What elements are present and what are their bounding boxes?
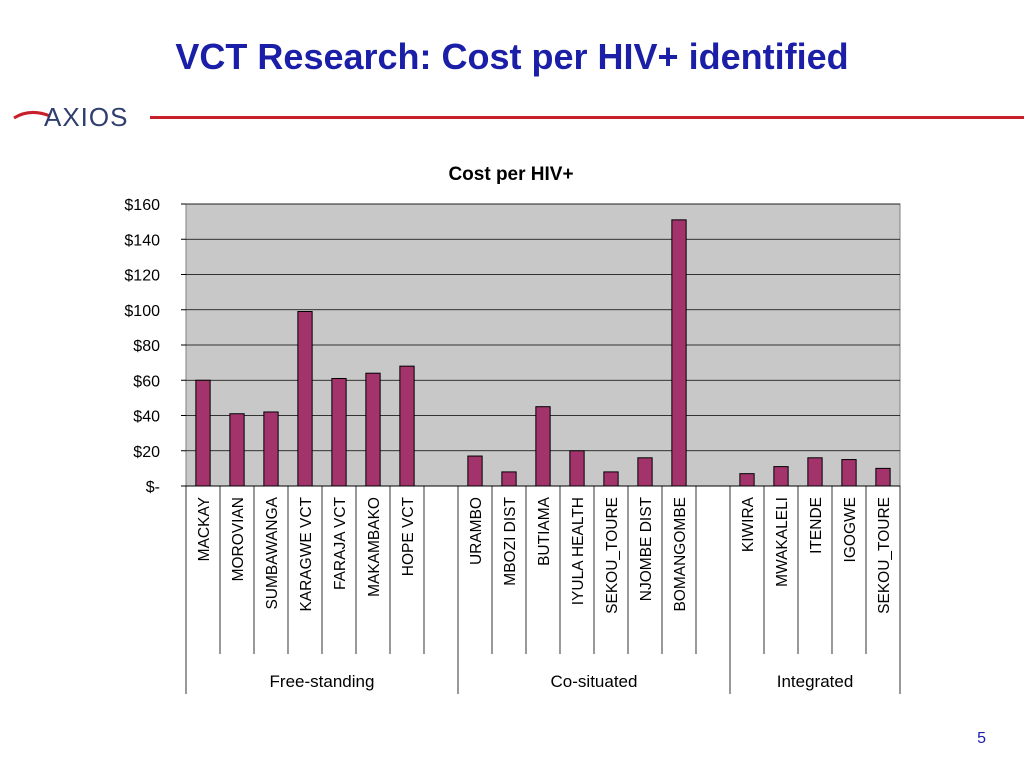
x-tick-label: BUTIAMA	[536, 496, 553, 566]
group-label: Integrated	[777, 672, 854, 691]
bar	[841, 459, 857, 487]
x-tick-label: BOMANGOMBE	[672, 497, 689, 612]
x-tick-label: SEKOU_TOURE	[876, 497, 893, 614]
y-tick-label: $40	[133, 409, 160, 426]
y-tick-label: $140	[124, 232, 160, 249]
bar	[467, 455, 483, 487]
group-label: Co-situated	[551, 672, 638, 691]
page-number: 5	[977, 730, 986, 747]
y-tick-label: $20	[133, 444, 160, 461]
x-tick-label: MACKAY	[196, 497, 213, 561]
bar	[195, 379, 211, 487]
y-tick-label: $160	[124, 197, 160, 214]
bar	[671, 219, 687, 487]
y-tick-label: $80	[133, 338, 160, 355]
x-tick-label: MBOZI DIST	[502, 496, 519, 585]
bar	[297, 311, 313, 487]
bar	[331, 377, 347, 487]
y-tick-label: $-	[146, 479, 160, 496]
x-tick-label: IYULA HEALTH	[570, 497, 587, 605]
x-tick-label: MOROVIAN	[230, 497, 247, 581]
bar	[739, 473, 755, 487]
x-tick-label: FARAJA VCT	[332, 496, 349, 590]
logo-text: AXIOS	[44, 102, 129, 132]
x-tick-label: SUMBAWANGA	[264, 496, 281, 609]
axios-logo: AXIOS	[12, 102, 152, 132]
bar	[263, 411, 279, 487]
x-tick-label: IGOGWE	[842, 497, 859, 562]
bar	[399, 365, 415, 487]
x-tick-label: ITENDE	[808, 497, 825, 554]
x-tick-label: URAMBO	[468, 497, 485, 565]
x-tick-label: MAKAMBAKO	[366, 497, 383, 597]
bar	[501, 471, 517, 487]
bar	[569, 450, 585, 487]
x-tick-label: KIWIRA	[740, 496, 757, 552]
x-tick-label: MWAKALELI	[774, 497, 791, 587]
logo-swoosh-icon	[13, 111, 51, 120]
y-tick-label: $60	[133, 373, 160, 390]
x-tick-label: KARAGWE VCT	[298, 496, 315, 611]
x-tick-label: HOPE VCT	[400, 496, 417, 576]
y-tick-label: $100	[124, 303, 160, 320]
group-label: Free-standing	[270, 672, 375, 691]
bar	[229, 413, 245, 487]
bar	[535, 406, 551, 487]
bar	[875, 467, 891, 487]
slide-title: VCT Research: Cost per HIV+ identified	[175, 36, 849, 77]
header-rule	[150, 116, 1024, 119]
bar	[603, 471, 619, 487]
x-tick-label: NJOMBE DIST	[638, 496, 655, 601]
x-tick-label: SEKOU_TOURE	[604, 497, 621, 614]
bar	[807, 457, 823, 487]
y-tick-label: $120	[124, 268, 160, 285]
bar	[637, 457, 653, 487]
bar	[773, 466, 789, 487]
bar	[365, 372, 381, 487]
chart-title: Cost per HIV+	[448, 164, 573, 185]
